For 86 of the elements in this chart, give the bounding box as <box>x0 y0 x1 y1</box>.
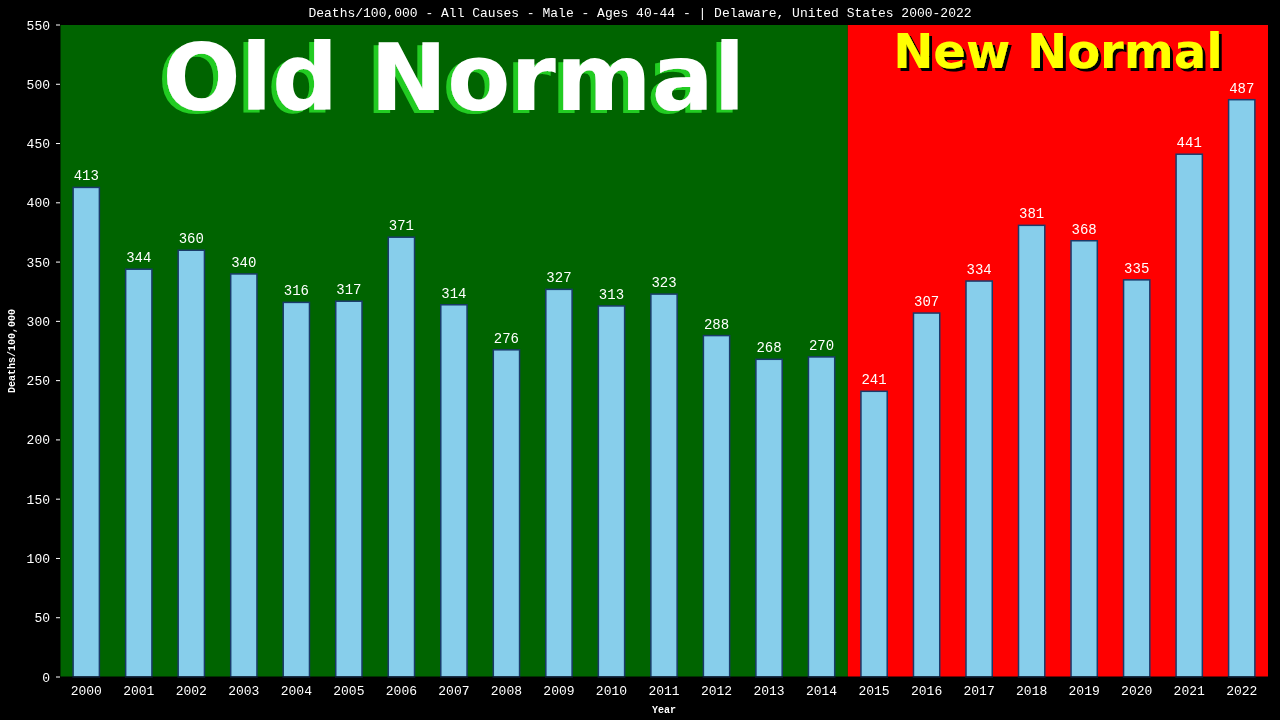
data-label: 323 <box>651 275 677 292</box>
x-tick-label: 2007 <box>438 684 470 699</box>
x-tick-label: 2004 <box>280 684 313 699</box>
x-tick-label: 2006 <box>385 684 417 699</box>
x-tick-label: 2019 <box>1068 684 1100 699</box>
data-label: 317 <box>336 282 362 299</box>
bar <box>334 300 363 678</box>
x-tick-label: 2013 <box>753 684 785 699</box>
bar <box>1070 240 1099 678</box>
bar <box>440 304 468 678</box>
bar <box>965 280 994 678</box>
y-tick-label: 550 <box>26 18 50 34</box>
bar <box>124 268 153 678</box>
data-label: 268 <box>756 340 782 357</box>
data-label: 360 <box>178 231 204 248</box>
x-tick-label: 2012 <box>700 684 733 699</box>
x-tick-label: 2016 <box>911 684 943 699</box>
data-label: 314 <box>441 285 467 302</box>
x-tick-label: 2014 <box>805 684 838 699</box>
bar <box>912 312 941 678</box>
x-tick-label: 2021 <box>1173 684 1206 699</box>
y-tick-label: 0 <box>42 670 50 686</box>
y-tick-label: 400 <box>26 196 50 212</box>
bar <box>72 186 101 678</box>
y-tick-label: 350 <box>26 255 50 271</box>
x-tick-label: 2011 <box>648 684 680 699</box>
x-tick-label: 2008 <box>490 684 523 699</box>
data-label: 487 <box>1229 80 1255 97</box>
bar <box>545 288 573 678</box>
bar <box>702 334 731 678</box>
data-label: 344 <box>126 250 152 267</box>
data-label: 270 <box>808 337 835 354</box>
data-label: 381 <box>1019 206 1045 223</box>
band-label: Old Normal <box>162 25 746 132</box>
bar <box>650 293 678 678</box>
band-label: New Normal <box>893 23 1223 79</box>
bar <box>1227 98 1256 678</box>
data-label: 327 <box>546 270 572 287</box>
data-label: 413 <box>73 168 99 185</box>
x-tick-label: 2005 <box>333 684 365 699</box>
data-label: 335 <box>1124 260 1150 277</box>
bar <box>860 390 888 678</box>
bar <box>282 301 311 678</box>
data-label: 368 <box>1071 221 1097 238</box>
x-tick-label: 2009 <box>543 684 575 699</box>
data-label: 307 <box>914 294 940 311</box>
bar <box>492 349 521 678</box>
x-tick-label: 2020 <box>1121 684 1153 699</box>
data-label: 371 <box>388 218 414 235</box>
y-tick-label: 150 <box>26 492 50 508</box>
x-tick-label: 2015 <box>858 684 890 699</box>
y-axis-title: Deaths/100,000 <box>7 308 18 394</box>
x-tick-label: 2010 <box>595 684 628 699</box>
data-label: 288 <box>703 316 730 333</box>
data-label: 441 <box>1176 135 1202 152</box>
data-label: 334 <box>966 262 992 279</box>
data-label: 276 <box>493 330 520 347</box>
y-tick-label: 450 <box>26 137 50 153</box>
x-tick-label: 2001 <box>123 684 155 699</box>
bar <box>755 358 783 678</box>
y-tick-label: 250 <box>26 374 50 390</box>
bar <box>807 356 836 678</box>
bar <box>1175 153 1204 678</box>
x-tick-label: 2002 <box>175 684 207 699</box>
x-tick-label: 2022 <box>1226 684 1258 699</box>
data-label: 313 <box>598 286 625 303</box>
y-tick-label: 50 <box>34 611 50 627</box>
data-label: 340 <box>231 254 257 271</box>
y-tick-label: 300 <box>26 314 50 330</box>
y-tick-label: 100 <box>26 552 50 567</box>
x-tick-label: 2000 <box>70 684 102 699</box>
data-label: 241 <box>861 372 887 389</box>
chart-title: Deaths/100,000 - All Causes - Male - Ages 40-44 - | Delaware, United States 2000-2022 <box>308 6 972 21</box>
bar <box>177 249 206 678</box>
bar <box>229 273 258 678</box>
y-tick-label: 500 <box>26 77 50 93</box>
x-axis-title: Year <box>651 705 677 716</box>
x-tick-label: 2018 <box>1016 684 1048 699</box>
x-tick-label: 2017 <box>963 684 995 699</box>
bar <box>387 236 416 678</box>
x-tick-label: 2003 <box>228 684 260 699</box>
bar <box>597 305 626 678</box>
data-label: 316 <box>283 283 309 300</box>
bar <box>1122 279 1151 678</box>
bar <box>1017 224 1046 678</box>
y-tick-label: 200 <box>26 433 50 449</box>
